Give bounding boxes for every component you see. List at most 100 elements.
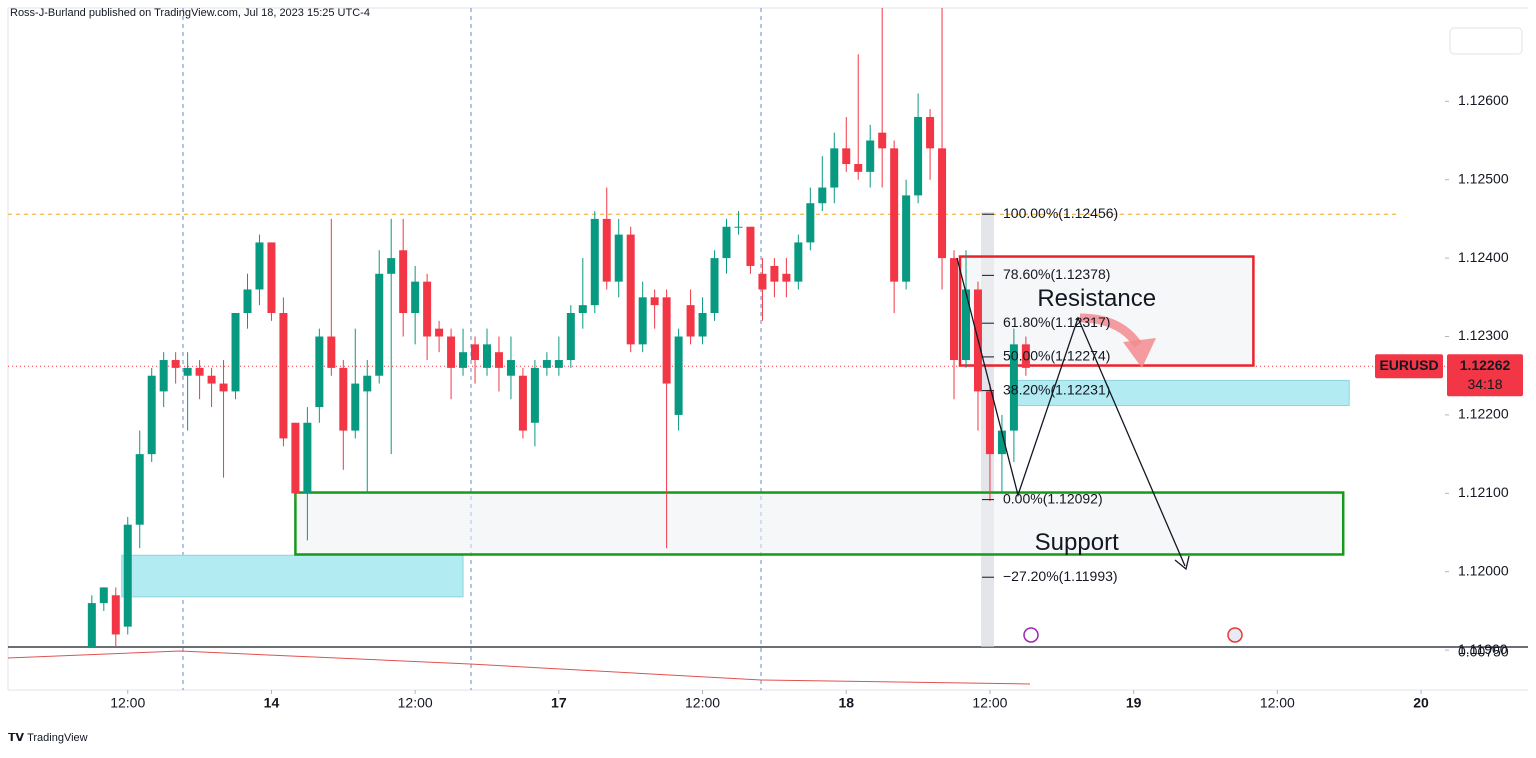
x-tick-label: 14 [264,695,280,711]
candle-body [698,312,707,337]
zone-label: Resistance [1037,285,1156,312]
candle-body [578,305,587,313]
candle-body [734,226,743,228]
pink-arrow-head [1123,338,1156,368]
x-tick-label: 18 [838,695,854,711]
candle-body [87,603,96,647]
y-tick-label: 1.12300 [1458,327,1509,343]
candle-body [243,289,252,313]
candle-body [303,422,312,494]
candle-body [662,297,671,384]
candle-body [554,360,563,368]
candle-body [267,242,276,313]
candle-body [674,336,683,415]
zone [294,491,1345,556]
blue-zone [1013,379,1350,407]
candle-body [530,367,539,423]
y-tick-label: 1.12100 [1458,484,1509,500]
x-tick-label: 12:00 [398,695,433,711]
x-tick-label: 20 [1413,695,1429,711]
candle-body [99,587,108,604]
candle-body [914,116,923,196]
zone-label: Support [1035,529,1119,556]
candle-body [483,344,491,368]
footer-text: TradingView [27,732,88,744]
y-tick-label: 1.11900 [1458,641,1508,657]
candle-body [650,297,659,306]
candle-body [722,226,731,259]
projection-path [956,257,1186,567]
candle-body [459,352,468,368]
candle-body [710,258,719,313]
y-tick-label: 1.12500 [1458,170,1509,186]
candle-body [794,242,803,282]
event-icon[interactable] [1227,627,1243,643]
candle-body [890,148,899,282]
candle-body [123,524,132,627]
candle-body [207,375,216,384]
header: Ross-J-Burland published on TradingView.… [10,7,370,19]
candle-body [435,328,444,337]
candle-body [758,273,767,290]
candle-body [806,203,815,243]
candle-body [159,360,168,392]
candle-body [614,234,623,282]
candle-body [985,391,994,455]
candle-body [542,360,551,368]
candle-body [339,367,348,431]
candle-body [842,148,851,165]
y-tick-label: 1.12600 [1458,92,1509,108]
fib-label: 50.00%(1.12274) [1003,348,1110,364]
candle-body [255,242,264,290]
x-tick-label: 12:00 [972,695,1007,711]
candle-body [411,281,420,313]
fib-label: 61.80%(1.12317) [1003,314,1110,330]
x-tick-label: 12:00 [110,695,145,711]
candle-body [399,250,408,313]
candle-body [494,352,503,368]
event-icon[interactable] [1023,627,1039,643]
candle-body [854,164,863,172]
y-tick-label: 1.12000 [1458,562,1509,578]
fib-label: 100.00%(1.12456) [1003,205,1118,221]
candle-body [351,383,360,431]
x-tick-label: 12:00 [685,695,720,711]
fib-label: −27.20%(1.11993) [1003,568,1118,584]
arrow-head [1174,555,1190,571]
candle-body [926,116,935,149]
pink-arrow [1079,313,1142,348]
candle-body [1009,344,1018,431]
zone [958,255,1255,367]
footer: 𝗧𝗩 TradingView [8,732,88,744]
candle-body [686,305,695,337]
indicator-line [7,650,1031,685]
fib-label: 78.60%(1.12378) [1003,266,1110,282]
candle-body [902,195,911,282]
candle-body [387,258,396,274]
symbol-tag [1375,354,1443,379]
scale-button[interactable] [1449,27,1523,55]
x-tick-label: 12:00 [1260,695,1295,711]
candle-body [962,289,970,361]
candle-body [566,312,575,361]
candle-body [938,148,947,259]
candle-body [291,422,300,494]
price-label: 1.12262 [1460,357,1511,373]
x-tick-label: 17 [551,695,567,711]
candle-body [315,336,324,408]
candle-body [219,383,228,392]
price-tag [1447,354,1523,397]
candle-body [997,430,1006,455]
candle-body [423,281,432,337]
candle-body [195,367,204,376]
candle-body [602,218,611,282]
x-tick-label: 19 [1126,695,1142,711]
candle-body [363,375,372,392]
y-tick-label: 1.12200 [1458,406,1509,422]
candle-body [830,148,839,188]
blue-zone [121,554,464,598]
candle-body [590,218,599,306]
candle-body [782,273,791,282]
candle-body [638,297,647,345]
